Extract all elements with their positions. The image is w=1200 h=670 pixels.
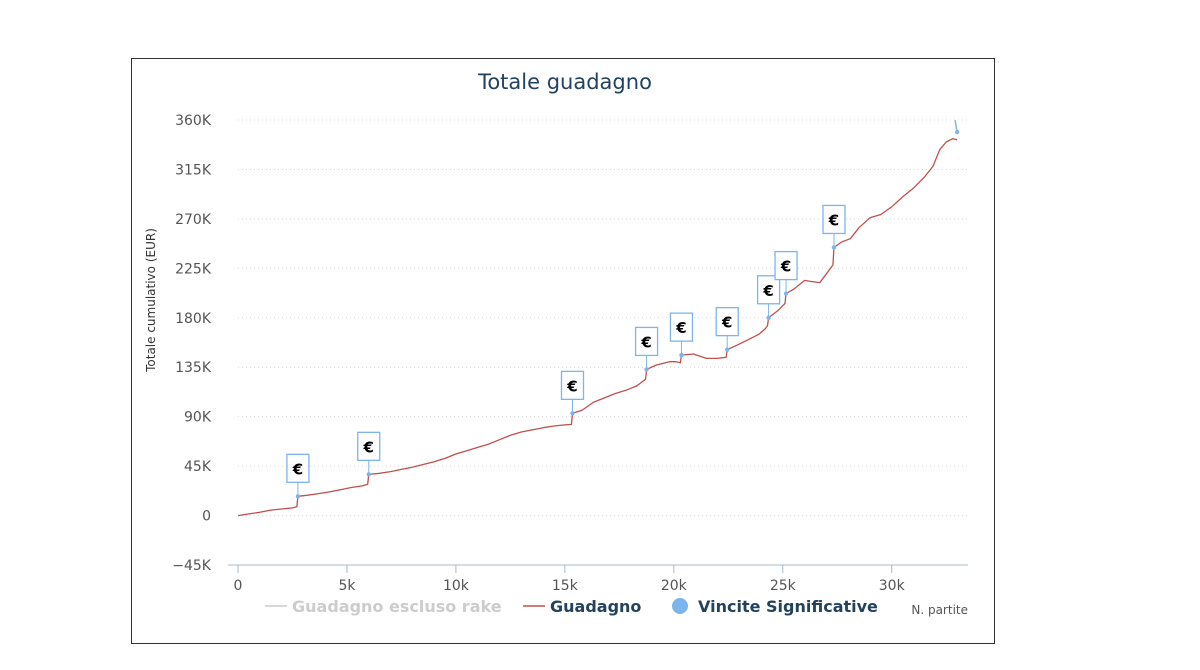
flag-box — [774, 250, 798, 281]
flag-box — [357, 431, 381, 462]
legend-label: Guadagno escluso rake — [292, 597, 502, 616]
flag-label: € — [762, 282, 773, 300]
legend-item-guadagno-escluso-rake[interactable]: Guadagno escluso rake — [265, 597, 502, 616]
legend-symbol — [672, 598, 688, 614]
x-tick-label: 5k — [338, 578, 356, 594]
x-tick-label: 20k — [661, 578, 688, 594]
flag-box — [756, 275, 781, 305]
x-tick-label: 0 — [234, 578, 243, 594]
flag-label: € — [780, 258, 791, 276]
line-chart: Totale guadagno −45K 0 45K 90K 135K 180K 225K 2… — [144, 70, 968, 617]
flag-label: € — [640, 333, 651, 351]
legend-label: Vincite Significative — [698, 597, 878, 616]
flag-box — [560, 370, 585, 401]
legend-item-vincite-significative[interactable]: Vincite Significative — [672, 597, 878, 616]
flag-label: € — [363, 438, 374, 456]
flag-marker[interactable]: € — [669, 312, 694, 356]
flag-label: € — [292, 460, 303, 478]
flag-label: € — [721, 314, 732, 332]
y-tick-label: 315K — [175, 162, 212, 178]
y-tick-label: 0 — [202, 509, 211, 525]
flag-marker[interactable]: € — [715, 306, 739, 350]
y-tick-label: 225K — [175, 261, 212, 277]
flag-box — [286, 453, 310, 483]
flags: € € € € € € € € € — [286, 204, 846, 497]
flag-marker[interactable]: € — [774, 250, 798, 294]
flag-label: € — [566, 377, 577, 395]
point-vincita — [954, 129, 960, 135]
flag-label: € — [828, 211, 839, 229]
y-tick-label: 45K — [184, 459, 212, 475]
series-line-guadagno — [237, 138, 958, 517]
x-axis-title: N. partite — [911, 603, 968, 617]
x-tick-label: 15k — [552, 578, 579, 594]
grid — [238, 119, 968, 566]
y-tick-label: 135K — [175, 360, 212, 376]
legend: Guadagno escluso rake Guadagno Vincite Sig… — [265, 597, 878, 616]
flag-marker[interactable]: € — [560, 370, 585, 414]
legend-item-guadagno[interactable]: Guadagno — [523, 597, 641, 616]
y-tick-label: −45K — [172, 558, 212, 574]
flag-label: € — [675, 319, 686, 337]
flag-box — [669, 312, 694, 342]
y-tick-label: 270K — [175, 212, 212, 228]
flag-box — [634, 326, 659, 357]
flag-box — [715, 306, 739, 337]
flag-marker[interactable]: € — [822, 204, 846, 248]
flag-marker[interactable]: € — [286, 453, 310, 497]
axes: −45K 0 45K 90K 135K 180K 225K 270K 315K 360K 0 5k 10… — [172, 113, 968, 594]
legend-label: Guadagno — [550, 597, 641, 616]
flag-marker[interactable]: € — [357, 431, 381, 475]
series — [237, 119, 960, 517]
y-tick-label: 360K — [175, 113, 212, 129]
chart-title: Totale guadagno — [477, 70, 652, 94]
x-tick-label: 25k — [770, 578, 797, 594]
flag-marker[interactable]: € — [634, 326, 659, 370]
chart-container: Totale guadagno −45K 0 45K 90K 135K 180K 225K 2… — [131, 58, 995, 644]
x-tick-label: 10k — [443, 578, 470, 594]
x-tick-label: 30k — [879, 578, 906, 594]
flag-box — [822, 204, 846, 235]
y-axis-title: Totale cumulativo (EUR) — [144, 228, 158, 373]
y-tick-label: 180K — [175, 311, 212, 327]
y-tick-label: 90K — [184, 410, 212, 426]
flag-marker[interactable]: € — [756, 275, 781, 318]
